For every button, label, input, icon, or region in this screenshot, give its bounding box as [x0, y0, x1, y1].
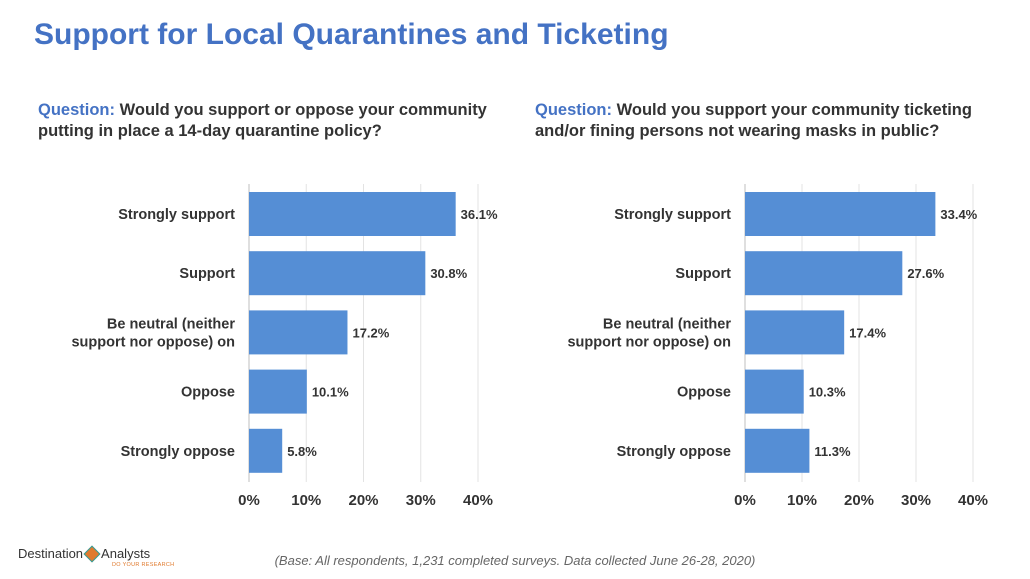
logo-tagline: DO YOUR RESEARCH: [112, 562, 175, 568]
category-label: Be neutral (neither support nor oppose) o…: [71, 316, 235, 350]
question-1: Question: Would you support or oppose yo…: [38, 100, 518, 142]
category-label: Strongly support: [118, 207, 235, 223]
question-1-text: Would you support or oppose your communi…: [38, 101, 487, 140]
destination-analysts-logo: Destination Analysts DO YOUR RESEARCH: [18, 545, 174, 568]
x-tick-label: 10%: [291, 492, 321, 509]
bar: [249, 428, 283, 473]
footnote: (Base: All respondents, 1,231 completed …: [274, 553, 756, 568]
question-2-label: Question:: [535, 101, 612, 119]
diamond-logo-icon: [83, 545, 101, 563]
x-tick-label: 20%: [348, 492, 378, 509]
data-label: 5.8%: [287, 444, 317, 459]
page-title: Support for Local Quarantines and Ticket…: [34, 18, 669, 51]
x-tick-label: 30%: [406, 492, 436, 509]
bar: [249, 192, 456, 236]
question-2-text: Would you support your community ticketi…: [535, 101, 972, 140]
x-tick-label: 0%: [238, 492, 260, 509]
question-2: Question: Would you support your communi…: [535, 100, 1015, 142]
category-label: Oppose: [181, 385, 235, 401]
question-1-label: Question:: [38, 101, 115, 119]
data-label: 36.1%: [461, 207, 498, 222]
bar: [249, 310, 348, 355]
data-label: 10.1%: [312, 385, 349, 400]
category-label: Strongly oppose: [121, 444, 235, 460]
bar: [249, 251, 426, 296]
data-label: 17.2%: [352, 325, 389, 340]
bar: [249, 369, 307, 414]
category-label: Support: [179, 266, 235, 282]
logo-brand-left: Destination: [18, 546, 84, 561]
data-label: 30.8%: [430, 266, 467, 281]
logo-brand-right: Analysts: [101, 546, 151, 561]
x-tick-label: 40%: [463, 492, 493, 509]
